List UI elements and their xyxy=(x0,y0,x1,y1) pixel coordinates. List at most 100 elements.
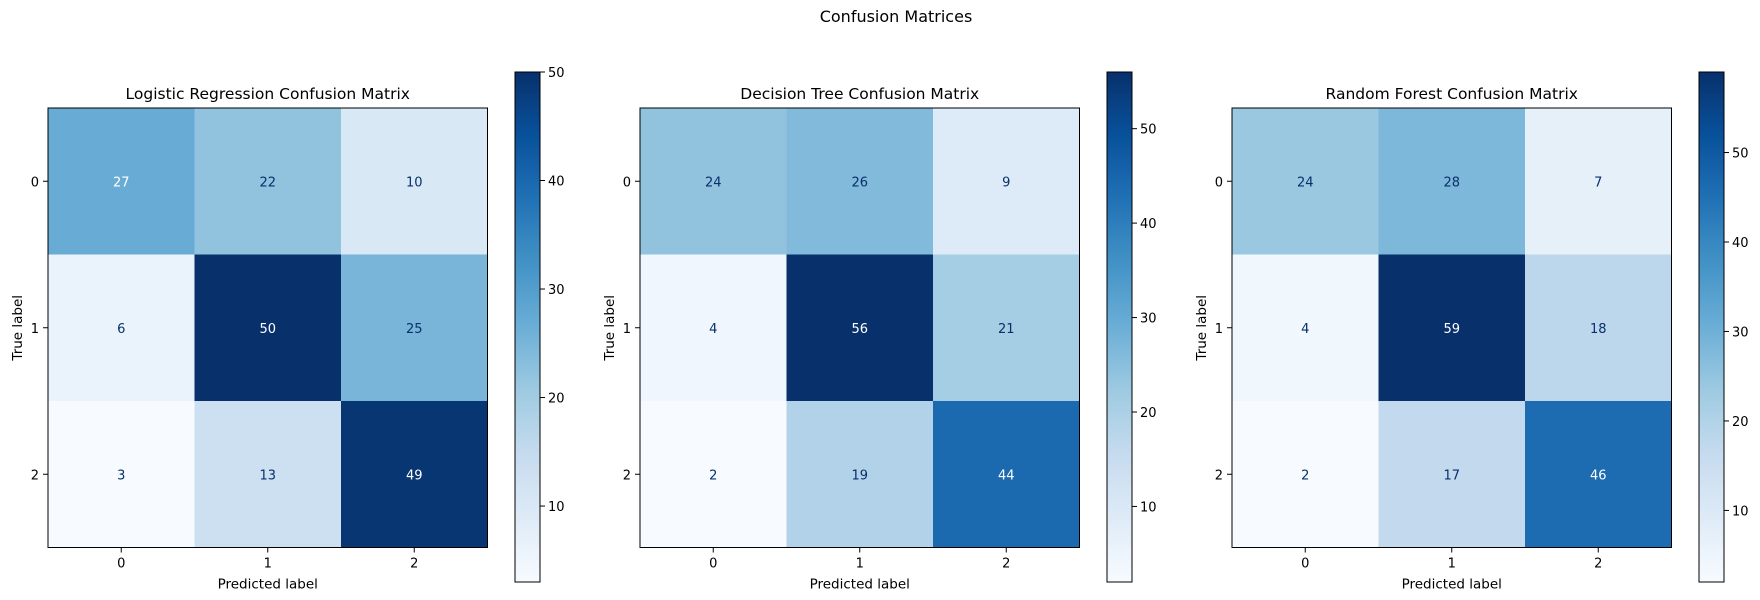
matrix-cell xyxy=(1525,401,1672,548)
cell-value-label: 27 xyxy=(113,175,130,190)
matrix-cell xyxy=(48,254,195,401)
x-tick-label: 0 xyxy=(117,557,125,572)
colorbar-tick-label: 40 xyxy=(548,175,565,190)
cell-value-label: 28 xyxy=(1443,175,1460,190)
y-tick-label: 2 xyxy=(623,468,631,483)
colorbar-tick-label: 30 xyxy=(1732,325,1749,340)
matrix-cell xyxy=(1378,401,1525,548)
matrix-cell xyxy=(1232,401,1379,548)
matrix-cell xyxy=(933,401,1080,548)
matrix-cell xyxy=(640,254,787,401)
colorbar-tick-label: 10 xyxy=(1140,500,1157,515)
colorbar xyxy=(1698,71,1725,583)
cell-value-label: 9 xyxy=(1002,175,1010,190)
matrix-cell xyxy=(341,108,488,255)
cell-value-label: 49 xyxy=(406,468,423,483)
y-axis-label: True label xyxy=(10,295,26,362)
matrix-cell xyxy=(786,401,933,548)
y-tick-label: 1 xyxy=(1215,322,1223,337)
chart-title: Random Forest Confusion Matrix xyxy=(1326,85,1578,103)
x-tick-label: 0 xyxy=(1301,557,1309,572)
x-axis-label: Predicted label xyxy=(810,577,910,593)
cell-value-label: 56 xyxy=(851,322,868,337)
matrix-cell xyxy=(1232,108,1379,255)
matrix-cell xyxy=(786,254,933,401)
cell-value-label: 50 xyxy=(259,322,276,337)
colorbar-tick-label: 20 xyxy=(1140,406,1157,421)
cell-value-label: 46 xyxy=(1590,468,1607,483)
cell-value-label: 4 xyxy=(709,322,717,337)
matrix-cell xyxy=(194,401,341,548)
x-tick-label: 1 xyxy=(264,557,272,572)
colorbar xyxy=(1106,71,1133,583)
matrix-cell xyxy=(640,401,787,548)
y-tick-label: 0 xyxy=(1215,175,1223,190)
colorbar xyxy=(514,71,541,583)
matrix-cell xyxy=(786,108,933,255)
cell-value-label: 22 xyxy=(259,175,276,190)
figure-title: Confusion Matrices xyxy=(820,7,973,26)
colorbar-tick-label: 50 xyxy=(548,66,565,81)
cell-value-label: 18 xyxy=(1590,322,1607,337)
y-tick-label: 0 xyxy=(31,175,39,190)
colorbar-tick-label: 20 xyxy=(1732,415,1749,430)
y-axis-label: True label xyxy=(1194,295,1210,362)
y-axis-label: True label xyxy=(602,295,618,362)
matrix-cell xyxy=(341,401,488,548)
x-tick-label: 2 xyxy=(1002,557,1010,572)
cell-value-label: 24 xyxy=(1297,175,1314,190)
cell-value-label: 7 xyxy=(1594,175,1602,190)
matrix-cell xyxy=(933,108,1080,255)
x-tick-label: 1 xyxy=(1448,557,1456,572)
matrix-cell xyxy=(1378,254,1525,401)
cell-value-label: 10 xyxy=(406,175,423,190)
x-tick-label: 2 xyxy=(410,557,418,572)
chart-title: Logistic Regression Confusion Matrix xyxy=(126,85,410,103)
colorbar-tick-label: 20 xyxy=(548,392,565,407)
matrix-cell xyxy=(1378,108,1525,255)
matrix-cell xyxy=(933,254,1080,401)
colorbar-tick-label: 50 xyxy=(1732,147,1749,162)
x-axis-label: Predicted label xyxy=(218,577,318,593)
cell-value-label: 25 xyxy=(406,322,423,337)
cell-value-label: 24 xyxy=(705,175,722,190)
cell-value-label: 21 xyxy=(998,322,1015,337)
matrix-cell xyxy=(1232,254,1379,401)
y-tick-label: 2 xyxy=(1215,468,1223,483)
colorbar-tick-label: 50 xyxy=(1140,123,1157,138)
y-tick-label: 2 xyxy=(31,468,39,483)
x-axis-label: Predicted label xyxy=(1402,577,1502,593)
cell-value-label: 6 xyxy=(117,322,125,337)
matrix-cell xyxy=(640,108,787,255)
cell-value-label: 13 xyxy=(259,468,276,483)
colorbar-tick-label: 40 xyxy=(1732,236,1749,251)
x-tick-label: 1 xyxy=(856,557,864,572)
colorbar-tick-label: 30 xyxy=(1140,312,1157,327)
x-tick-label: 2 xyxy=(1594,557,1602,572)
cell-value-label: 2 xyxy=(1301,468,1309,483)
matrix-cell xyxy=(1525,254,1672,401)
y-tick-label: 1 xyxy=(31,322,39,337)
colorbar-tick-label: 10 xyxy=(1732,504,1749,519)
x-tick-label: 0 xyxy=(709,557,717,572)
cell-value-label: 17 xyxy=(1443,468,1460,483)
cell-value-label: 4 xyxy=(1301,322,1309,337)
matrix-cell xyxy=(194,254,341,401)
y-tick-label: 0 xyxy=(623,175,631,190)
colorbar-tick-label: 40 xyxy=(1140,217,1157,232)
matrix-cell xyxy=(341,254,488,401)
colorbar-tick-label: 10 xyxy=(548,500,565,515)
matrix-cell xyxy=(1525,108,1672,255)
cell-value-label: 3 xyxy=(117,468,125,483)
matrix-cell xyxy=(194,108,341,255)
cell-value-label: 19 xyxy=(851,468,868,483)
cell-value-label: 26 xyxy=(851,175,868,190)
cell-value-label: 2 xyxy=(709,468,717,483)
chart-title: Decision Tree Confusion Matrix xyxy=(740,85,979,103)
matrix-cell xyxy=(48,401,195,548)
confusion-matrix-panel-3: 24 28 7 4 59 18 2 17 46 Random Forest Confusion M… xyxy=(1194,71,1749,593)
